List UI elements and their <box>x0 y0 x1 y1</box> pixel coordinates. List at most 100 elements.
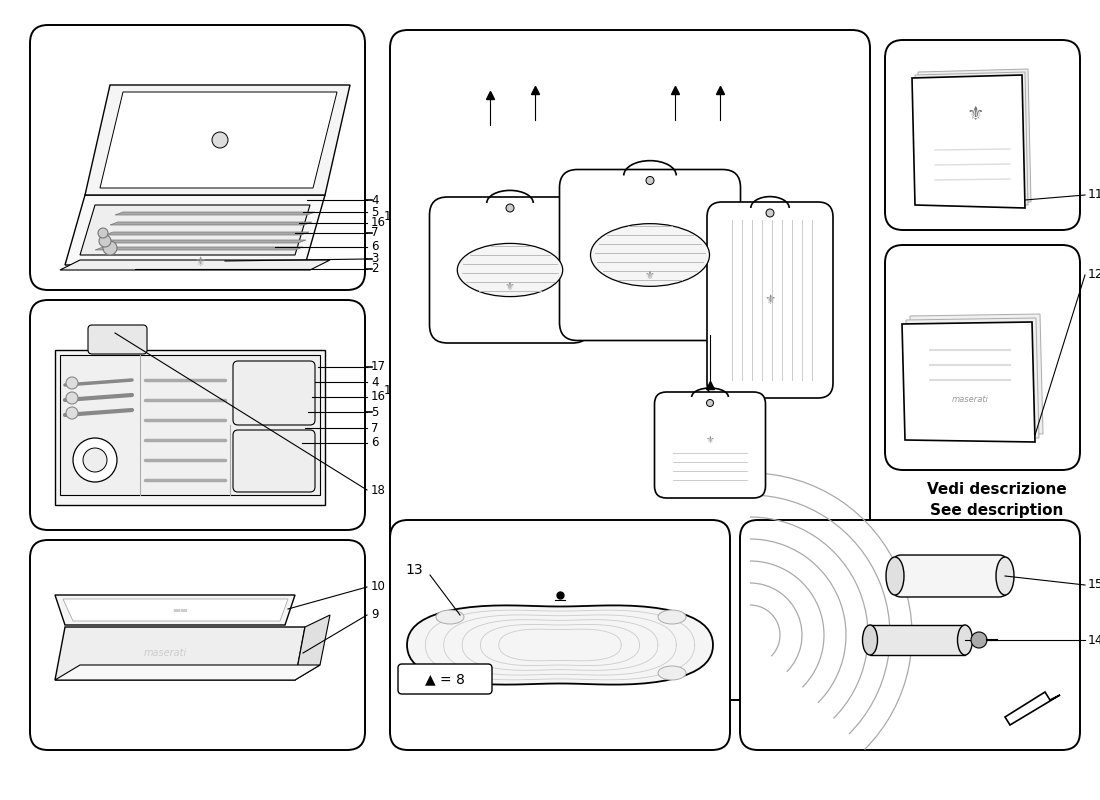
Circle shape <box>73 438 117 482</box>
Text: 11: 11 <box>1088 189 1100 202</box>
Polygon shape <box>63 599 288 621</box>
Polygon shape <box>100 92 337 188</box>
Polygon shape <box>80 205 310 255</box>
Ellipse shape <box>436 666 464 680</box>
FancyBboxPatch shape <box>88 325 147 354</box>
Polygon shape <box>104 232 309 235</box>
Polygon shape <box>55 350 324 505</box>
Text: 18: 18 <box>371 483 386 497</box>
FancyBboxPatch shape <box>560 170 740 341</box>
Polygon shape <box>55 665 320 680</box>
Text: 3: 3 <box>371 253 378 266</box>
Circle shape <box>971 632 987 648</box>
FancyBboxPatch shape <box>30 25 365 290</box>
Polygon shape <box>912 75 1025 208</box>
Ellipse shape <box>658 666 686 680</box>
FancyBboxPatch shape <box>886 40 1080 230</box>
Text: 5: 5 <box>371 206 378 218</box>
FancyBboxPatch shape <box>390 30 870 700</box>
Circle shape <box>66 377 78 389</box>
Circle shape <box>66 392 78 404</box>
Circle shape <box>706 399 714 406</box>
Text: See description: See description <box>931 502 1064 518</box>
Text: 16: 16 <box>371 390 386 403</box>
FancyBboxPatch shape <box>233 430 315 492</box>
Circle shape <box>766 209 774 217</box>
Text: 17: 17 <box>371 361 386 374</box>
Text: maserati: maserati <box>143 648 187 658</box>
Circle shape <box>212 132 228 148</box>
Polygon shape <box>918 69 1031 202</box>
Polygon shape <box>116 212 315 215</box>
Text: Vedi descrizione: Vedi descrizione <box>927 482 1067 498</box>
Polygon shape <box>100 240 306 243</box>
Text: eurospares: eurospares <box>554 625 695 645</box>
Circle shape <box>506 204 514 212</box>
Text: 12: 12 <box>1088 269 1100 282</box>
Circle shape <box>82 448 107 472</box>
Text: eurospares: eurospares <box>114 400 255 420</box>
Polygon shape <box>95 247 302 250</box>
Ellipse shape <box>458 243 563 297</box>
Polygon shape <box>85 85 350 195</box>
Ellipse shape <box>957 625 972 655</box>
Text: 4: 4 <box>371 375 378 389</box>
Polygon shape <box>1005 692 1060 725</box>
Polygon shape <box>906 318 1040 438</box>
FancyBboxPatch shape <box>707 202 833 398</box>
Circle shape <box>98 228 108 238</box>
FancyBboxPatch shape <box>654 392 766 498</box>
Polygon shape <box>902 322 1035 442</box>
Polygon shape <box>295 615 330 680</box>
Text: ⚜: ⚜ <box>195 255 206 269</box>
FancyBboxPatch shape <box>893 555 1006 597</box>
Text: 6: 6 <box>371 241 378 254</box>
Circle shape <box>99 235 111 247</box>
Ellipse shape <box>996 557 1014 595</box>
Text: 1: 1 <box>384 210 392 223</box>
FancyBboxPatch shape <box>398 664 492 694</box>
Text: 14: 14 <box>1088 634 1100 646</box>
Text: 4: 4 <box>371 194 378 206</box>
Ellipse shape <box>591 224 710 286</box>
Text: ⚜: ⚜ <box>705 435 714 445</box>
Circle shape <box>646 177 654 185</box>
Text: 10: 10 <box>371 581 386 594</box>
Text: eurospares: eurospares <box>554 360 695 380</box>
Text: eurospares: eurospares <box>810 625 950 645</box>
Text: 13: 13 <box>405 563 422 577</box>
FancyBboxPatch shape <box>740 520 1080 750</box>
Text: 7: 7 <box>371 422 378 434</box>
FancyBboxPatch shape <box>30 300 365 530</box>
Ellipse shape <box>862 625 878 655</box>
Text: ⚜: ⚜ <box>764 294 776 306</box>
FancyBboxPatch shape <box>233 361 315 425</box>
Polygon shape <box>60 355 320 495</box>
Text: 1: 1 <box>384 383 392 397</box>
Circle shape <box>66 407 78 419</box>
Text: ⚜: ⚜ <box>645 271 654 282</box>
Polygon shape <box>870 625 965 655</box>
Text: eurospares: eurospares <box>114 625 255 645</box>
FancyBboxPatch shape <box>429 197 591 343</box>
Text: 9: 9 <box>371 609 378 622</box>
Polygon shape <box>110 222 312 225</box>
Text: 7: 7 <box>371 226 378 239</box>
Text: ⚜: ⚜ <box>505 282 515 292</box>
Polygon shape <box>895 557 1005 595</box>
Ellipse shape <box>658 610 686 624</box>
Circle shape <box>103 241 117 255</box>
Text: eurospares: eurospares <box>114 160 255 180</box>
Polygon shape <box>910 314 1043 434</box>
Text: 2: 2 <box>371 262 378 275</box>
Polygon shape <box>55 595 295 625</box>
Text: 6: 6 <box>371 437 378 450</box>
Polygon shape <box>407 606 713 685</box>
Text: maserati: maserati <box>952 395 989 405</box>
Text: 5: 5 <box>371 406 378 418</box>
Polygon shape <box>65 195 324 265</box>
Polygon shape <box>60 260 330 270</box>
Ellipse shape <box>436 610 464 624</box>
FancyBboxPatch shape <box>390 520 730 750</box>
FancyBboxPatch shape <box>886 245 1080 470</box>
